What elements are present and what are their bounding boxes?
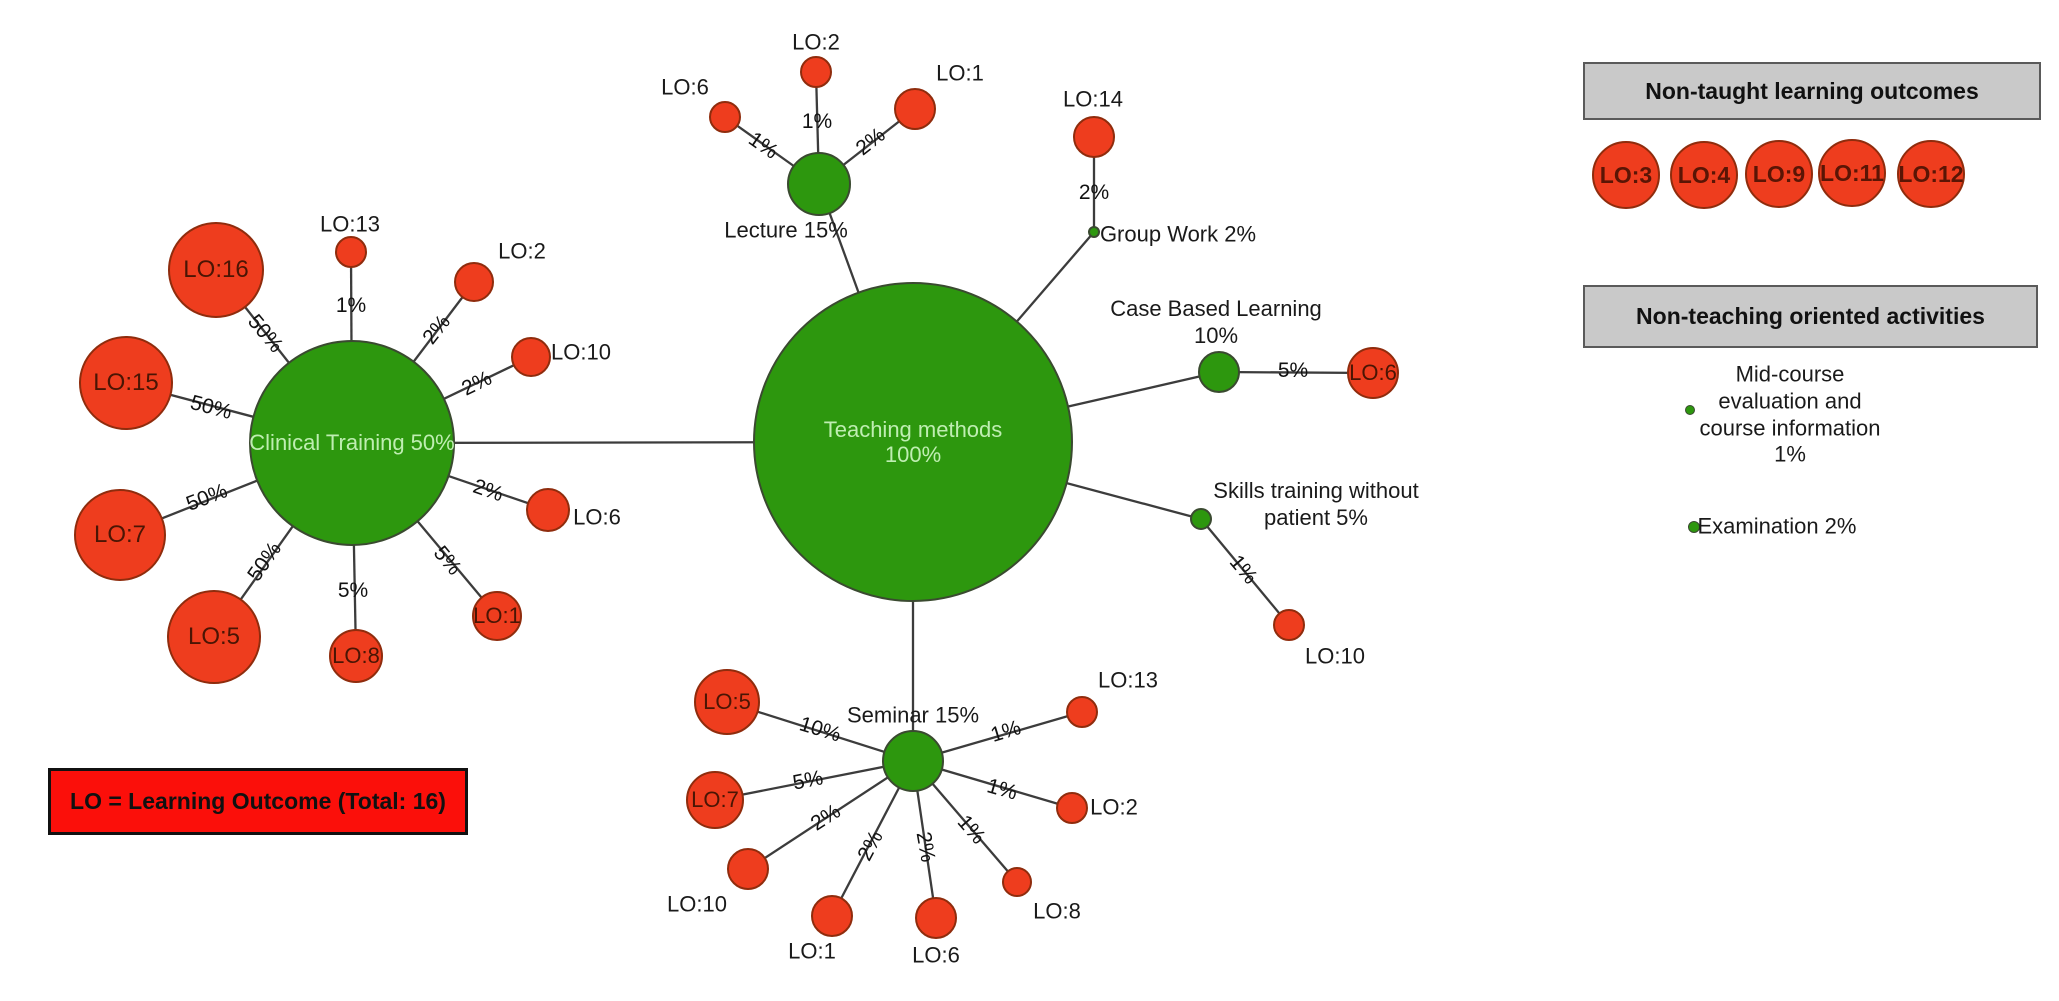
label-cl_lo13: LO:13 (320, 211, 380, 237)
node-cl_lo10 (511, 337, 551, 377)
node-groupwork (1088, 226, 1100, 238)
node-sem_lo1 (811, 895, 853, 937)
node-sem_lo7: LO:7 (686, 771, 744, 829)
node-sem_lo5: LO:5 (694, 669, 760, 735)
node-cl_lo7: LO:7 (74, 489, 166, 581)
node-nt_lo9: LO:9 (1745, 140, 1813, 208)
edge-label-cbl-cbl_lo6: 5% (1277, 359, 1309, 382)
node-nt_lo3: LO:3 (1592, 141, 1660, 209)
edge-label-clinical-cl_lo16: 50% (243, 310, 288, 358)
edge-label-clinical-cl_lo13: 1% (335, 294, 367, 317)
label-lec_lo2: LO:2 (792, 29, 840, 55)
node-sem_lo13 (1066, 696, 1098, 728)
node-teaching: Teaching methods 100% (753, 282, 1073, 602)
label-lecture: Lecture 15% (724, 217, 848, 243)
edge-label-clinical-cl_lo15: 50% (187, 390, 235, 425)
edge-label-seminar-sem_lo1: 2% (853, 826, 888, 865)
label-sem_lo13: LO:13 (1098, 667, 1158, 693)
node-nt_lo4: LO:4 (1670, 141, 1738, 209)
edge-label-seminar-sem_lo13: 1% (987, 716, 1024, 747)
node-cl_lo6 (526, 488, 570, 532)
edge-label-clinical-cl_lo2: 2% (418, 310, 456, 349)
label-sem_lo10: LO:10 (667, 891, 727, 917)
node-lec_lo1 (894, 88, 936, 130)
node-clinical: Clinical Training 50% (249, 340, 455, 546)
edge-label-seminar-sem_lo10: 2% (806, 799, 845, 836)
node-sem_lo8 (1002, 867, 1032, 897)
non-taught-header: Non-taught learning outcomes (1583, 62, 2041, 120)
node-cbl (1198, 351, 1240, 393)
edge-seminar-sem_lo10 (747, 760, 914, 870)
label-mid_course: Mid-course evaluation and course informa… (1699, 361, 1881, 467)
label-cl_lo2: LO:2 (498, 238, 546, 264)
legend-box: LO = Learning Outcome (Total: 16) (48, 768, 468, 835)
edge-label-groupwork-gw_lo14: 2% (1078, 181, 1110, 204)
edge-label-skills-sk_lo10: 1% (1224, 550, 1262, 589)
dot-mid_course (1685, 405, 1695, 415)
edge-skills-sk_lo10 (1200, 518, 1290, 626)
edge-label-clinical-cl_lo8: 5% (337, 579, 369, 602)
label-cl_lo10: LO:10 (551, 339, 611, 365)
node-cbl_lo6: LO:6 (1347, 347, 1399, 399)
edge-label-clinical-cl_lo7: 50% (183, 479, 231, 516)
non-teaching-header: Non-teaching oriented activities (1583, 285, 2038, 348)
label-seminar: Seminar 15% (846, 702, 980, 728)
edge-label-seminar-sem_lo8: 1% (952, 810, 991, 849)
node-lec_lo2 (800, 56, 832, 88)
node-cl_lo8: LO:8 (329, 629, 383, 683)
label-sem_lo1: LO:1 (788, 938, 836, 964)
label-groupwork: Group Work 2% (1099, 221, 1257, 247)
label-cl_lo6: LO:6 (573, 504, 621, 530)
edge-label-seminar-sem_lo6: 2% (911, 829, 940, 864)
node-cl_lo13 (335, 236, 367, 268)
edge-label-lecture-lec_lo2: 1% (801, 110, 833, 133)
label-skills: Skills training without patient 5% (1213, 478, 1419, 530)
node-gw_lo14 (1073, 116, 1115, 158)
label-sem_lo8: LO:8 (1033, 898, 1081, 924)
edge-label-seminar-sem_lo5: 10% (796, 712, 844, 747)
node-lecture (787, 152, 851, 216)
node-cl_lo1: LO:1 (472, 591, 522, 641)
node-nt_lo11: LO:11 (1818, 139, 1886, 207)
node-seminar (882, 730, 944, 792)
label-sem_lo6: LO:6 (912, 942, 960, 968)
edge-label-lecture-lec_lo1: 2% (851, 123, 890, 161)
node-sk_lo10 (1273, 609, 1305, 641)
node-cl_lo2 (454, 262, 494, 302)
node-cl_lo5: LO:5 (167, 590, 261, 684)
edge-label-clinical-cl_lo5: 50% (243, 537, 287, 586)
label-sem_lo2: LO:2 (1090, 794, 1138, 820)
dot-examination (1688, 521, 1700, 533)
node-lec_lo6 (709, 101, 741, 133)
edge-seminar-sem_lo7 (714, 759, 914, 802)
node-skills (1190, 508, 1212, 530)
edge-label-seminar-sem_lo2: 1% (984, 774, 1020, 805)
node-cl_lo16: LO:16 (168, 222, 264, 318)
label-lec_lo1: LO:1 (936, 60, 984, 86)
node-sem_lo6 (915, 897, 957, 939)
edge-label-lecture-lec_lo6: 1% (744, 127, 783, 164)
edge-label-clinical-cl_lo6: 2% (470, 474, 507, 507)
edge-label-clinical-cl_lo1: 5% (428, 541, 466, 580)
node-sem_lo2 (1056, 792, 1088, 824)
node-sem_lo10 (727, 848, 769, 890)
label-lec_lo6: LO:6 (661, 74, 709, 100)
edge-label-clinical-cl_lo10: 2% (458, 366, 496, 401)
node-cl_lo15: LO:15 (79, 336, 173, 430)
node-nt_lo12: LO:12 (1897, 140, 1965, 208)
label-sk_lo10: LO:10 (1305, 643, 1365, 669)
label-examination: Examination 2% (1697, 513, 1857, 539)
label-gw_lo14: LO:14 (1063, 86, 1123, 112)
edge-label-seminar-sem_lo7: 5% (790, 766, 825, 795)
label-cbl: Case Based Learning 10% (1110, 296, 1322, 348)
